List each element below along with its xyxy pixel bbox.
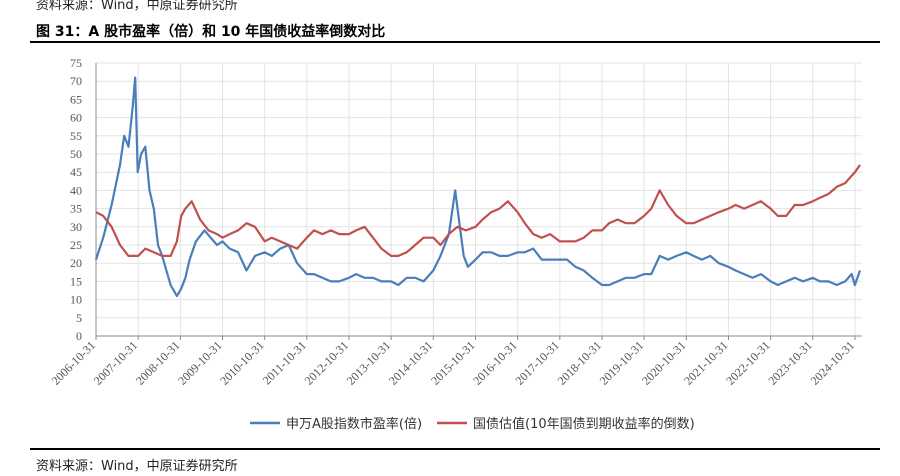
x-tick-label: 2018-10-31: [555, 338, 604, 387]
legend-label-1: 申万A股指数市盈率(倍): [286, 416, 422, 432]
y-tick-label: 25: [70, 238, 82, 252]
figure-title: 图 31：A 股市盈率（倍）和 10 年国债收益率倒数对比: [36, 24, 386, 40]
y-tick-label: 30: [70, 220, 82, 234]
y-tick-label: 55: [70, 129, 82, 143]
y-tick-label: 15: [70, 274, 82, 288]
x-tick-label: 2015-10-31: [428, 338, 477, 387]
x-tick-label: 2024-10-31: [808, 338, 857, 387]
x-tick-label: 2023-10-31: [765, 338, 814, 387]
y-axis-ticks: 0 5 10 15 20 25 30 35 40 45 50 55 60 65 70 75: [70, 56, 82, 343]
x-tick-label: 2010-10-31: [217, 338, 266, 387]
y-tick-label: 35: [70, 202, 82, 216]
x-tick-label: 2020-10-31: [639, 338, 688, 387]
x-tick-label: 2007-10-31: [91, 338, 140, 387]
chart-axes: [95, 63, 862, 340]
x-tick-label: 2006-10-31: [49, 338, 98, 387]
chart-series: [94, 76, 862, 298]
x-tick-label: 2014-10-31: [386, 338, 435, 387]
x-tick-label: 2021-10-31: [681, 338, 730, 387]
x-tick-label: 2013-10-31: [344, 338, 393, 387]
y-tick-label: 75: [70, 56, 82, 70]
chart-grid: [95, 62, 862, 337]
y-tick-label: 70: [70, 74, 82, 88]
legend-label-2: 国债估值(10年国债到期收益率的倒数): [473, 416, 695, 432]
x-axis-ticks: 2006-10-312007-10-312008-10-312009-10-31…: [49, 338, 857, 387]
y-tick-label: 5: [76, 311, 82, 325]
y-tick-label: 60: [70, 111, 82, 125]
y-tick-label: 65: [70, 92, 82, 106]
y-tick-label: 20: [70, 256, 82, 270]
y-tick-label: 45: [70, 165, 82, 179]
x-tick-label: 2019-10-31: [597, 338, 646, 387]
chart-legend: 申万A股指数市盈率(倍) 国债估值(10年国债到期收益率的倒数): [250, 416, 695, 432]
y-tick-label: 50: [70, 147, 82, 161]
x-tick-label: 2011-10-31: [260, 338, 309, 387]
x-tick-label: 2008-10-31: [133, 338, 182, 387]
title-divider: [30, 41, 880, 43]
series-line-2: [95, 164, 861, 257]
y-tick-label: 0: [76, 329, 82, 343]
x-tick-label: 2009-10-31: [175, 338, 224, 387]
footer-divider: [30, 448, 880, 450]
y-tick-label: 40: [70, 183, 82, 197]
y-tick-label: 10: [70, 293, 82, 307]
x-tick-label: 2016-10-31: [470, 338, 519, 387]
x-tick-label: 2012-10-31: [302, 338, 351, 387]
source-note-top: 资料来源：Wind，中原证券研究所: [36, 0, 238, 13]
x-tick-label: 2017-10-31: [512, 338, 561, 387]
source-note-bottom: 资料来源：Wind，中原证券研究所: [36, 459, 238, 474]
x-tick-label: 2022-10-31: [723, 338, 772, 387]
